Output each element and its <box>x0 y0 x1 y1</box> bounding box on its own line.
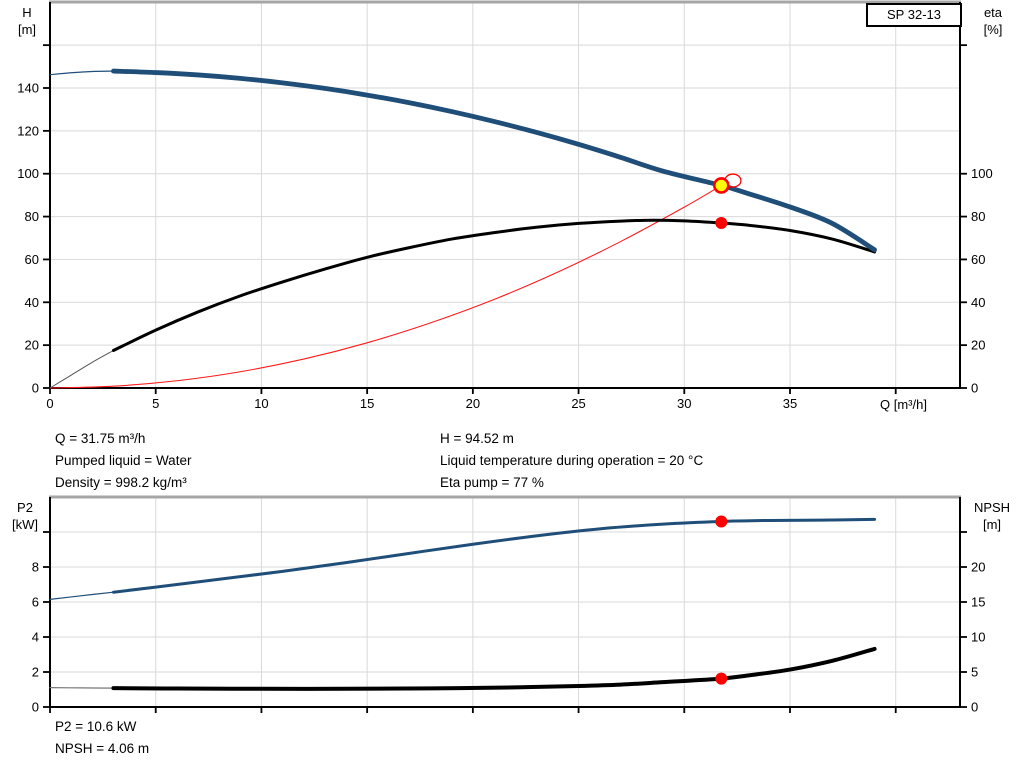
right-tick-label: 20 <box>971 560 985 575</box>
efficiency-curve-leadin <box>49 350 114 389</box>
density-readout: Density = 998.2 kg/m³ <box>55 475 187 490</box>
npsh-readout: NPSH = 4.06 m <box>55 741 150 756</box>
left-tick-label: 6 <box>32 595 39 610</box>
duty-info-right: H = 94.52 m Liquid temperature during op… <box>440 428 703 494</box>
right-tick-label: 20 <box>971 338 985 353</box>
left-tick-label: 2 <box>32 665 39 680</box>
x-tick-label: 15 <box>360 396 374 411</box>
pump-model-badge: SP 32-13 <box>866 3 962 27</box>
power-curve-leadin <box>49 591 115 600</box>
head-curve <box>111 68 877 253</box>
left-tick-label: 0 <box>32 700 39 715</box>
x-tick-label: 25 <box>571 396 585 411</box>
right-tick-label: 80 <box>971 209 985 224</box>
x-tick-label: 10 <box>254 396 268 411</box>
left-tick-label: 100 <box>17 166 39 181</box>
efficiency-curve <box>111 218 877 352</box>
flow-readout: Q = 31.75 m³/h <box>55 431 146 446</box>
p2-readout: P2 = 10.6 kW <box>55 719 137 734</box>
left-tick-label: 60 <box>25 252 39 267</box>
right-tick-label: 40 <box>971 295 985 310</box>
left-tick-label: 140 <box>17 81 39 96</box>
head-readout: H = 94.52 m <box>440 431 514 446</box>
left-tick-label: 120 <box>17 123 39 138</box>
x-tick-label: 35 <box>783 396 797 411</box>
npsh-axis-label: NPSH [m] <box>973 500 1011 532</box>
right-tick-label: 10 <box>971 630 985 645</box>
right-tick-label: 15 <box>971 595 985 610</box>
q-axis-label: Q [m³/h] <box>880 397 927 412</box>
right-tick-label: 5 <box>971 665 978 680</box>
npsh-curve <box>111 646 877 691</box>
x-tick-label: 0 <box>46 396 53 411</box>
right-tick-label: 100 <box>971 166 993 181</box>
x-tick-label: 30 <box>677 396 691 411</box>
left-tick-label: 8 <box>32 560 39 575</box>
h-axis-label: H [m] <box>17 5 37 37</box>
npsh-point <box>715 672 728 685</box>
power-npsh-info: P2 = 10.6 kW NPSH = 4.06 m <box>55 716 149 760</box>
system-curve <box>49 184 722 389</box>
temperature-readout: Liquid temperature during operation = 20… <box>440 453 704 468</box>
left-tick-label: 80 <box>25 209 39 224</box>
left-tick-label: 20 <box>25 338 39 353</box>
head-curve-leadin <box>49 70 115 76</box>
power-curve <box>111 517 877 594</box>
liquid-readout: Pumped liquid = Water <box>55 453 192 468</box>
power-point <box>715 515 728 528</box>
p2-axis-label: P2 [kW] <box>12 500 38 532</box>
duty-point[interactable] <box>712 177 730 194</box>
x-tick-label: 5 <box>152 396 159 411</box>
left-tick-label: 0 <box>32 381 39 396</box>
right-tick-label: 60 <box>971 252 985 267</box>
left-tick-label: 40 <box>25 295 39 310</box>
eta-readout: Eta pump = 77 % <box>440 475 544 490</box>
left-tick-label: 4 <box>32 630 39 645</box>
x-tick-label: 20 <box>466 396 480 411</box>
duty-info-left: Q = 31.75 m³/h Pumped liquid = Water Den… <box>55 428 191 494</box>
eta-axis-label: eta [%] <box>983 5 1003 37</box>
efficiency-point <box>715 217 728 229</box>
right-tick-label: 0 <box>971 700 978 715</box>
right-tick-label: 0 <box>971 381 978 396</box>
